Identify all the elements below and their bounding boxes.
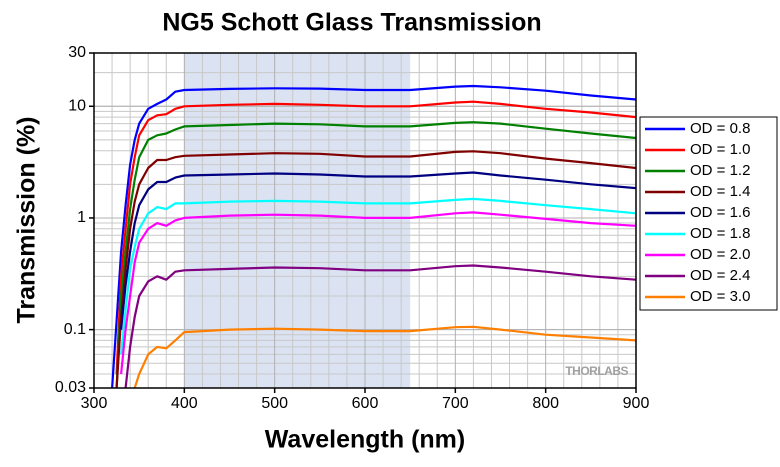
y-tick-label: 30: [68, 44, 86, 61]
x-tick-label: 900: [623, 395, 650, 412]
y-tick-label: 0.1: [64, 321, 86, 338]
series-line: [120, 171, 636, 330]
x-tick-label: 600: [352, 395, 379, 412]
y-tick-label: 1: [77, 209, 86, 226]
chart-title: NG5 Schott Glass Transmission: [162, 9, 541, 37]
plot-lines: [111, 84, 636, 388]
series-line: [124, 264, 636, 388]
legend-label: OD = 1.6: [690, 204, 750, 221]
series-line: [133, 325, 636, 388]
series-line: [111, 84, 636, 388]
legend-label: OD = 2.4: [690, 267, 750, 284]
series-line: [115, 100, 636, 375]
y-tick-label: 10: [68, 97, 86, 114]
legend-label: OD = 0.8: [690, 120, 750, 137]
legend-label: OD = 1.2: [690, 162, 750, 179]
watermark: THORLABS: [565, 364, 628, 378]
series-line: [115, 121, 636, 388]
x-tick-label: 500: [261, 395, 288, 412]
x-axis-label: Wavelength (nm): [265, 426, 465, 454]
y-axis-label: Transmission (%): [13, 117, 41, 324]
legend-label: OD = 3.0: [690, 288, 750, 305]
legend-label: OD = 2.0: [690, 246, 750, 263]
series-line: [115, 150, 636, 388]
legend-label: OD = 1.0: [690, 141, 750, 158]
x-tick-label: 800: [532, 395, 559, 412]
plot-frame: [93, 52, 637, 389]
x-tick-label: 400: [171, 395, 198, 412]
legend-label: OD = 1.8: [690, 225, 750, 242]
y-tick-label: 0.03: [55, 379, 86, 396]
series-line: [120, 197, 636, 355]
x-tick-label: 700: [442, 395, 469, 412]
x-tick-label: 300: [81, 395, 108, 412]
series-line: [120, 211, 636, 375]
legend-label: OD = 1.4: [690, 183, 750, 200]
